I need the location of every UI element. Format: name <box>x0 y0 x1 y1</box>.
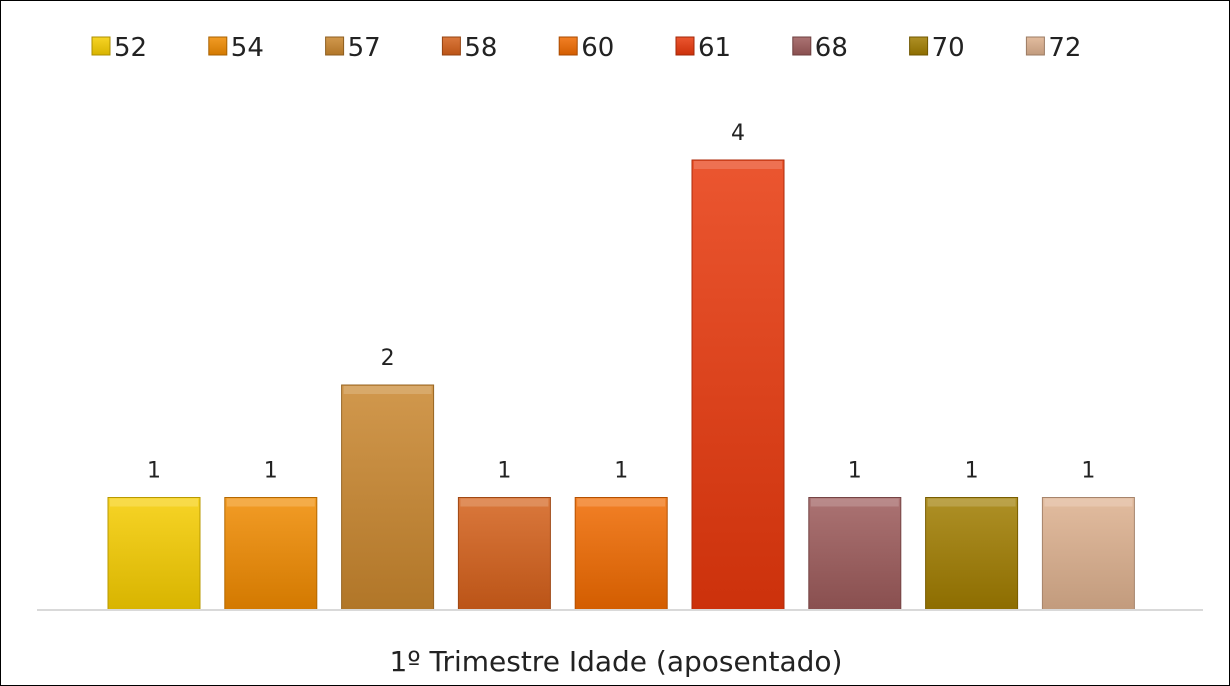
legend-swatch-60 <box>558 36 578 56</box>
bar-bevel-57 <box>343 386 432 394</box>
legend-label-72: 72 <box>1048 33 1081 63</box>
legend-label-60: 60 <box>581 33 614 63</box>
bar-68 <box>808 497 902 611</box>
bar-58 <box>457 497 551 611</box>
legend-label-58: 58 <box>464 33 497 63</box>
legend-label-52: 52 <box>114 33 147 63</box>
bar-bevel-54 <box>226 498 315 507</box>
bar-52 <box>107 497 201 611</box>
data-label-57: 2 <box>381 346 395 371</box>
bar-72 <box>1041 497 1135 611</box>
legend-swatch-58 <box>441 36 461 56</box>
legend-label-57: 57 <box>348 33 381 63</box>
bars <box>107 159 1135 611</box>
bar-61 <box>691 159 785 611</box>
legend-swatch-72 <box>1025 36 1045 56</box>
bar-bevel-72 <box>1044 498 1133 507</box>
bar-70 <box>925 497 1019 611</box>
legend-label-54: 54 <box>231 33 264 63</box>
legend-swatch-57 <box>325 36 345 56</box>
legend-swatch-54 <box>208 36 228 56</box>
bar-bevel-70 <box>927 498 1016 507</box>
bar-60 <box>574 497 668 611</box>
bar-54 <box>224 497 318 611</box>
bar-bevel-58 <box>460 498 549 507</box>
legend-label-68: 68 <box>815 33 848 63</box>
data-label-54: 1 <box>264 459 278 484</box>
data-label-61: 4 <box>731 121 745 146</box>
data-label-58: 1 <box>497 459 511 484</box>
bar-57 <box>341 384 435 611</box>
legend-swatch-68 <box>792 36 812 56</box>
bar-bevel-68 <box>810 498 899 507</box>
legend-swatch-52 <box>91 36 111 56</box>
x-axis-label: 1º Trimestre Idade (aposentado) <box>390 645 843 678</box>
legend: 52 54 57 58 60 61 68 70 72 <box>91 33 1081 63</box>
bar-bevel-60 <box>577 498 666 507</box>
bar-bevel-61 <box>694 161 782 169</box>
legend-swatch-70 <box>909 36 929 56</box>
data-label-70: 1 <box>965 459 979 484</box>
data-label-60: 1 <box>614 459 628 484</box>
legend-label-70: 70 <box>932 33 965 63</box>
data-label-68: 1 <box>848 459 862 484</box>
data-label-72: 1 <box>1081 459 1095 484</box>
legend-swatch-61 <box>675 36 695 56</box>
legend-label-61: 61 <box>698 33 731 63</box>
data-label-52: 1 <box>147 459 161 484</box>
data-labels: 1 1 2 1 1 4 1 1 1 <box>147 121 1095 484</box>
bar-bevel-52 <box>110 498 198 507</box>
